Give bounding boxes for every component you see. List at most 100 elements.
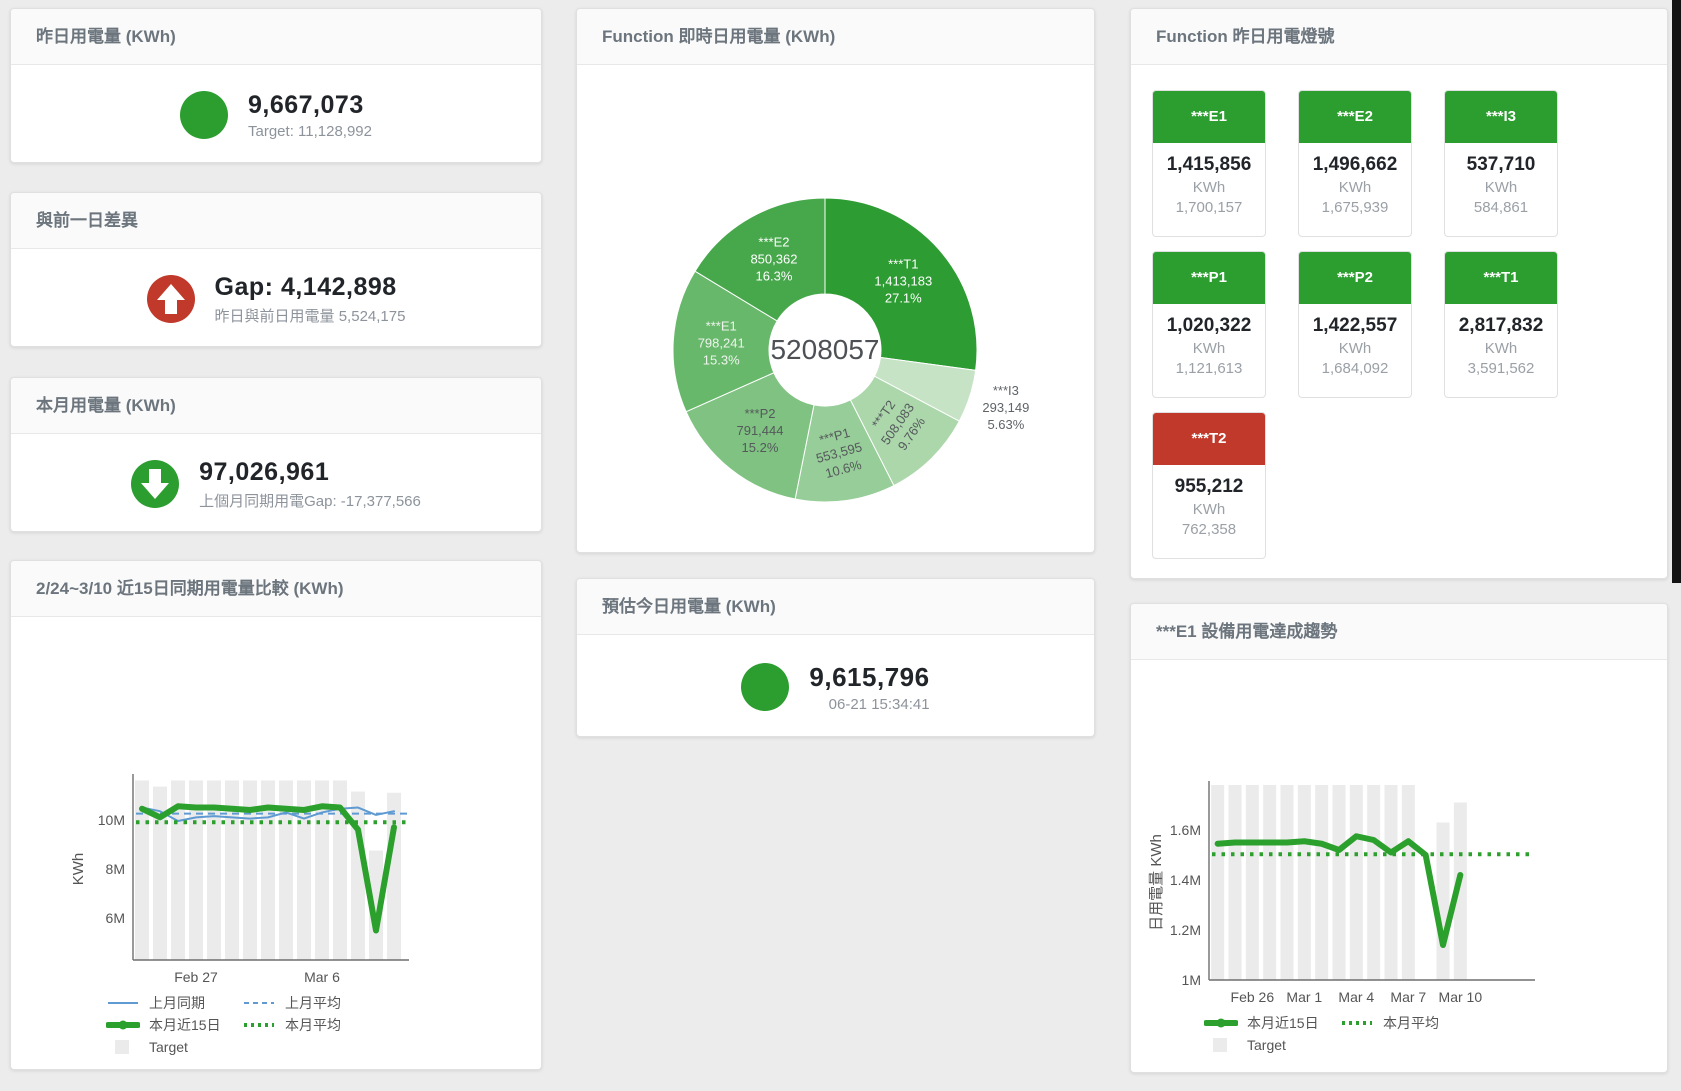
status-tile-E1: ***E1 1,415,856 KWh 1,700,157 <box>1152 90 1266 237</box>
month-value: 97,026,961 <box>199 457 330 486</box>
tile-value: 1,422,557 <box>1312 315 1398 336</box>
tile-target: 1,684,092 <box>1321 360 1389 377</box>
tile-target: 3,591,562 <box>1467 360 1535 377</box>
card-today-forecast: 預估今日用電量 (KWh) 9,615,796 06-21 15:34:41 <box>576 578 1095 737</box>
tile-name: ***E1 <box>1153 91 1265 143</box>
trend-line-chart: 1M 1.2M 1.4M 1.6M 日用電量 KWh Feb 26 Mar 1 Mar 4 Ma… <box>1148 781 1535 1005</box>
card-15day-compare-chart: 2/24~3/10 近15日同期用電量比較 (KWh) 6M 8M 10M KWh Fe… <box>10 560 542 1070</box>
card-yesterday-title: 昨日用電量 (KWh) <box>11 9 541 65</box>
tile-name: ***I3 <box>1445 91 1557 143</box>
card-gap-title: 與前一日差異 <box>11 193 541 249</box>
legend-row: 上月同期 上月平均 <box>106 992 378 1014</box>
legend-dots-icon <box>244 1023 274 1027</box>
svg-text:1M: 1M <box>1182 972 1201 988</box>
svg-text:Feb 27: Feb 27 <box>174 969 218 985</box>
tile-unit: KWh <box>1338 340 1372 357</box>
legend-label: 上月同期 <box>149 995 205 1011</box>
card-forecast-title: 預估今日用電量 (KWh) <box>577 579 1094 635</box>
tile-name: ***E2 <box>1299 91 1411 143</box>
svg-text:日用電量 KWh: 日用電量 KWh <box>1148 834 1165 931</box>
legend-item: 本月近15日 <box>1204 1013 1340 1033</box>
tile-unit: KWh <box>1484 179 1518 196</box>
tile-value: 2,817,832 <box>1458 315 1544 336</box>
tile-target: 1,121,613 <box>1175 360 1243 377</box>
status-tile-P2: ***P2 1,422,557 KWh 1,684,092 <box>1298 251 1412 398</box>
tile-unit: KWh <box>1192 501 1226 518</box>
legend-dots-icon <box>1342 1021 1372 1025</box>
legend-row: 本月近15日 本月平均 <box>106 1014 378 1036</box>
legend-row: 本月近15日 本月平均 <box>1204 1012 1476 1034</box>
tile-name: ***P2 <box>1299 252 1411 304</box>
status-tiles-grid: ***E1 1,415,856 KWh 1,700,157 ***E2 1,496,662… <box>1131 65 1652 573</box>
month-subtitle: 上個月同期用電Gap: -17,377,566 <box>199 492 421 510</box>
svg-text:1.6M: 1.6M <box>1170 822 1201 838</box>
tile-unit: KWh <box>1338 179 1372 196</box>
trend-chart-legend: 本月近15日 本月平均 Target <box>1204 1012 1476 1056</box>
card-yesterday-lights: Function 昨日用電燈號 ***E1 1,415,856 KWh 1,700,1… <box>1130 8 1668 579</box>
legend-row: Target <box>106 1036 378 1058</box>
tile-value: 537,710 <box>1466 154 1536 175</box>
svg-text:10M: 10M <box>98 812 125 828</box>
svg-text:6M: 6M <box>106 910 125 926</box>
status-tile-E2: ***E2 1,496,662 KWh 1,675,939 <box>1298 90 1412 237</box>
tile-name: ***P1 <box>1153 252 1265 304</box>
legend-square-icon <box>115 1040 129 1054</box>
right-edge-dark-strip <box>1672 0 1681 583</box>
card-e1-trend-chart: ***E1 設備用電達成趨勢 1M 1.2M 1.4M 1.6M 日用電量 KWh Feb… <box>1130 603 1668 1073</box>
legend-line-icon <box>108 1002 138 1004</box>
svg-text:KWh: KWh <box>70 853 87 886</box>
tile-name: ***T1 <box>1445 252 1557 304</box>
status-tile-I3: ***I3 537,710 KWh 584,861 <box>1444 90 1558 237</box>
svg-text:Mar 4: Mar 4 <box>1338 989 1374 1005</box>
legend-label: 上月平均 <box>285 995 341 1011</box>
yesterday-target: Target: 11,128,992 <box>248 122 372 140</box>
card-trend-title: ***E1 設備用電達成趨勢 <box>1131 604 1667 660</box>
forecast-value: 9,615,796 <box>809 661 930 692</box>
tile-unit: KWh <box>1484 340 1518 357</box>
card-donut-title: Function 即時日用電量 (KWh) <box>577 9 1094 65</box>
card-day-gap: 與前一日差異 Gap: 4,142,898 昨日與前日用電量 5,524,175 <box>10 192 542 347</box>
status-circle-icon <box>180 91 228 139</box>
legend-item: Target <box>1204 1037 1340 1053</box>
tile-value: 1,020,322 <box>1166 315 1252 336</box>
status-tile-P1: ***P1 1,020,322 KWh 1,121,613 <box>1152 251 1266 398</box>
card-lights-title: Function 昨日用電燈號 <box>1131 9 1667 65</box>
legend-label: 本月平均 <box>1383 1015 1439 1031</box>
tile-value: 955,212 <box>1174 476 1244 497</box>
svg-text:Mar 10: Mar 10 <box>1439 989 1483 1005</box>
card-compare-title: 2/24~3/10 近15日同期用電量比較 (KWh) <box>11 561 541 617</box>
legend-item: Target <box>106 1039 242 1055</box>
legend-dash-icon <box>244 1002 274 1004</box>
status-tile-T2: ***T2 955,212 KWh 762,358 <box>1152 412 1266 559</box>
legend-item: 本月平均 <box>1340 1013 1476 1033</box>
tile-target: 762,358 <box>1181 521 1237 538</box>
svg-text:1.2M: 1.2M <box>1170 922 1201 938</box>
svg-text:5208057: 5208057 <box>770 334 879 365</box>
tile-value: 1,496,662 <box>1312 154 1398 175</box>
card-month-usage: 本月用電量 (KWh) 97,026,961 上個月同期用電Gap: -17,3… <box>10 377 542 532</box>
svg-text:Mar 1: Mar 1 <box>1286 989 1322 1005</box>
card-yesterday-usage: 昨日用電量 (KWh) 9,667,073 Target: 11,128,992 <box>10 8 542 163</box>
svg-text:Feb 26: Feb 26 <box>1231 989 1275 1005</box>
yesterday-value: 9,667,073 <box>248 90 364 119</box>
status-circle-icon <box>741 663 790 711</box>
forecast-timestamp: 06-21 15:34:41 <box>828 695 930 713</box>
legend-item: 本月近15日 <box>106 1015 242 1035</box>
svg-text:8M: 8M <box>106 861 125 877</box>
legend-label: Target <box>149 1039 188 1055</box>
tile-target: 1,675,939 <box>1321 199 1389 216</box>
legend-row: Target <box>1204 1034 1476 1056</box>
legend-label: 本月近15日 <box>149 1017 221 1033</box>
status-tile-T1: ***T1 2,817,832 KWh 3,591,562 <box>1444 251 1558 398</box>
legend-thick-icon <box>1204 1018 1238 1028</box>
legend-label: Target <box>1247 1037 1286 1053</box>
arrow-up-circle-icon <box>146 275 195 323</box>
legend-square-icon <box>1213 1038 1227 1052</box>
compare-line-chart: 6M 8M 10M KWh Feb 27 Mar 6 <box>70 774 409 985</box>
card-realtime-donut: Function 即時日用電量 (KWh) ***T1 1,413,183 27.1… <box>576 8 1095 553</box>
